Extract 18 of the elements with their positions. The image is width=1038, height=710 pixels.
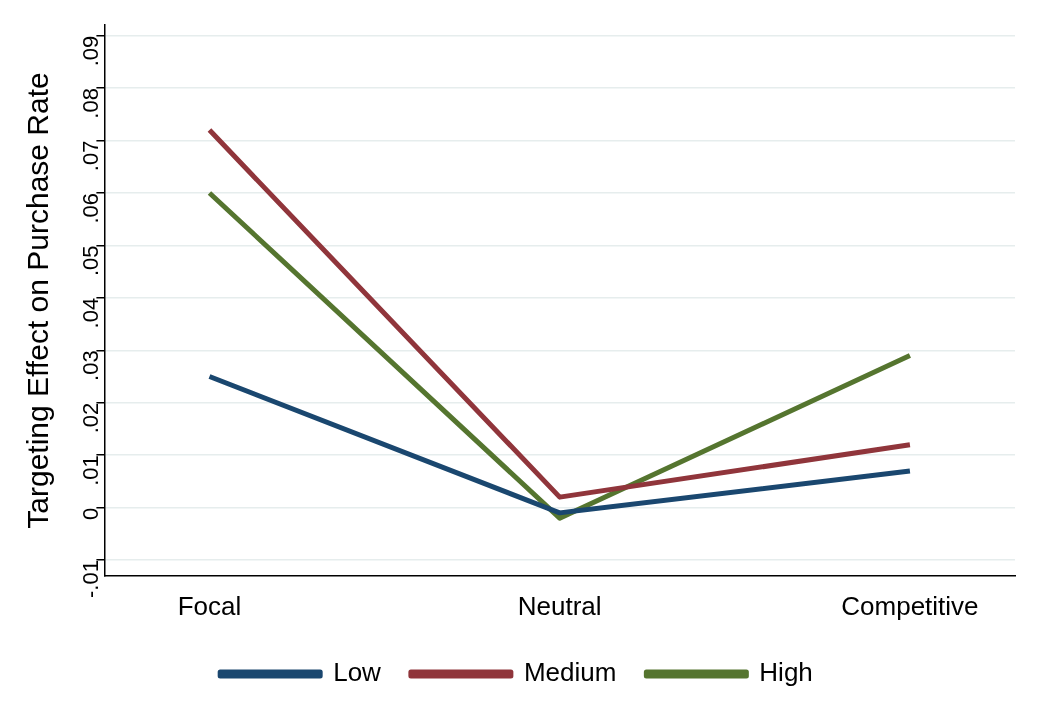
y-axis-title: Targeting Effect on Purchase Rate <box>21 72 55 529</box>
x-tick-label: Focal <box>177 590 242 621</box>
x-tick-label: Competitive <box>841 590 979 621</box>
y-tick-label: .08 <box>78 88 104 119</box>
y-tick-label: 0 <box>78 507 104 520</box>
y-tick-label: .04 <box>78 297 104 329</box>
y-tick-label: .01 <box>78 455 104 486</box>
legend-label: High <box>759 657 813 688</box>
y-tick-label: -.01 <box>78 560 104 598</box>
legend-label: Low <box>333 657 382 688</box>
y-tick-label: .02 <box>78 402 104 434</box>
y-tick-label: .03 <box>78 350 104 381</box>
y-tick-label: .09 <box>78 35 104 67</box>
x-tick-label: Neutral <box>517 590 602 621</box>
y-tick-label: .07 <box>78 140 104 172</box>
y-tick-label: .06 <box>78 193 104 224</box>
legend-label: Medium <box>523 657 617 688</box>
y-tick-label: .05 <box>78 245 104 277</box>
